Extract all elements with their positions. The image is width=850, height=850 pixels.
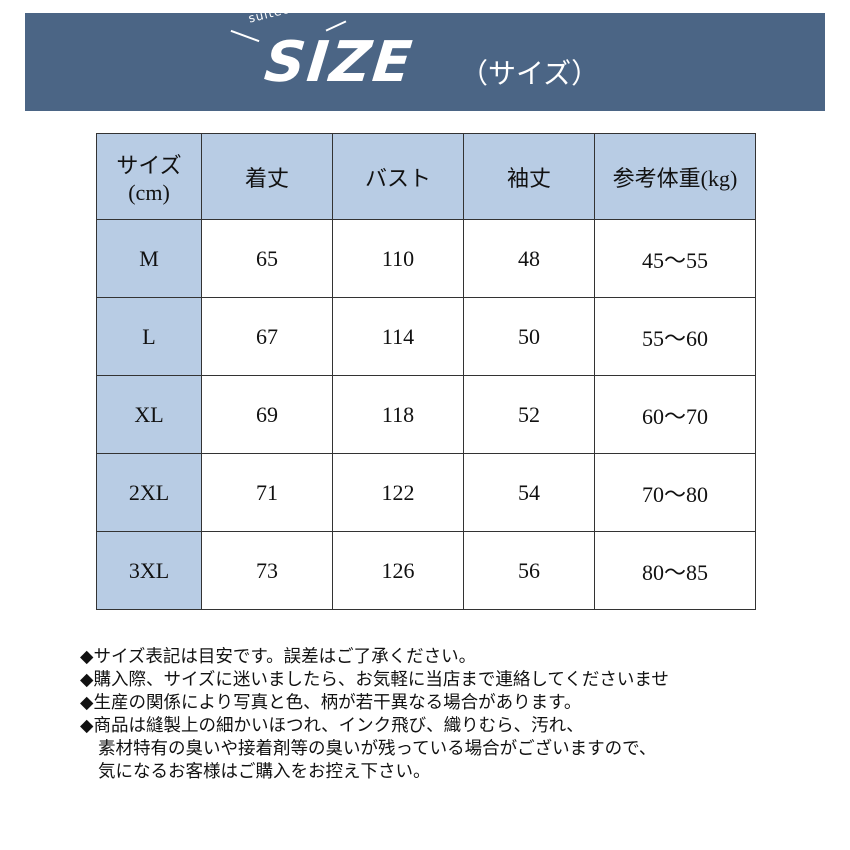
notes: ◆サイズ表記は目安です。誤差はご了承ください。 ◆購入際、サイズに迷いましたら、… (80, 646, 669, 784)
header-sleeve: 袖丈 (463, 133, 595, 220)
size-logo: SIZE (261, 30, 417, 95)
size-table: サイズ (cm) 着丈 バスト 袖丈 参考体重(kg) M 65 110 48 … (96, 133, 756, 610)
note-line: ◆購入際、サイズに迷いましたら、お気軽に当店まで連絡してくださいませ (80, 670, 669, 690)
table-row: M 65 110 48 45〜55 (96, 219, 756, 298)
cell: 114 (332, 297, 464, 376)
note-line: 素材特有の臭いや接着剤等の臭いが残っている場合がございますので、 (98, 739, 657, 759)
cell: 73 (201, 531, 333, 610)
cell: 118 (332, 375, 464, 454)
cell: 56 (463, 531, 595, 610)
cell: 70〜80 (594, 453, 756, 532)
header-size: サイズ (cm) (96, 133, 202, 220)
cell: 45〜55 (594, 219, 756, 298)
header-length: 着丈 (201, 133, 333, 220)
table-row: L 67 114 50 55〜60 (96, 297, 756, 376)
size-cell: XL (96, 375, 202, 454)
header-weight: 参考体重(kg) (594, 133, 756, 220)
size-cell: L (96, 297, 202, 376)
cell: 55〜60 (594, 297, 756, 376)
cell: 122 (332, 453, 464, 532)
note-line: 気になるお客様はご購入をお控え下さい。 (98, 762, 431, 782)
table-row: 3XL 73 126 56 80〜85 (96, 531, 756, 610)
note-line: ◆生産の関係により写真と色、柄が若干異なる場合があります。 (80, 693, 582, 713)
cell: 54 (463, 453, 595, 532)
cell: 71 (201, 453, 333, 532)
cell: 110 (332, 219, 464, 298)
cell: 52 (463, 375, 595, 454)
header-bust: バスト (332, 133, 464, 220)
size-cell: M (96, 219, 202, 298)
cell: 48 (463, 219, 595, 298)
table-header-row: サイズ (cm) 着丈 バスト 袖丈 参考体重(kg) (96, 133, 756, 220)
cell: 65 (201, 219, 333, 298)
title-banner (25, 13, 825, 111)
note-line: ◆サイズ表記は目安です。誤差はご了承ください。 (80, 647, 477, 667)
cell: 67 (201, 297, 333, 376)
cell: 50 (463, 297, 595, 376)
logo-line-left (230, 29, 260, 43)
size-cell: 3XL (96, 531, 202, 610)
size-cell: 2XL (96, 453, 202, 532)
cell: 126 (332, 531, 464, 610)
cell: 60〜70 (594, 375, 756, 454)
cell: 80〜85 (594, 531, 756, 610)
note-line: ◆商品は縫製上の細かいほつれ、インク飛び、織りむら、汚れ、 (80, 716, 584, 736)
cell: 69 (201, 375, 333, 454)
banner-subtitle: （サイズ） (460, 57, 600, 90)
table-row: 2XL 71 122 54 70〜80 (96, 453, 756, 532)
table-row: XL 69 118 52 60〜70 (96, 375, 756, 454)
